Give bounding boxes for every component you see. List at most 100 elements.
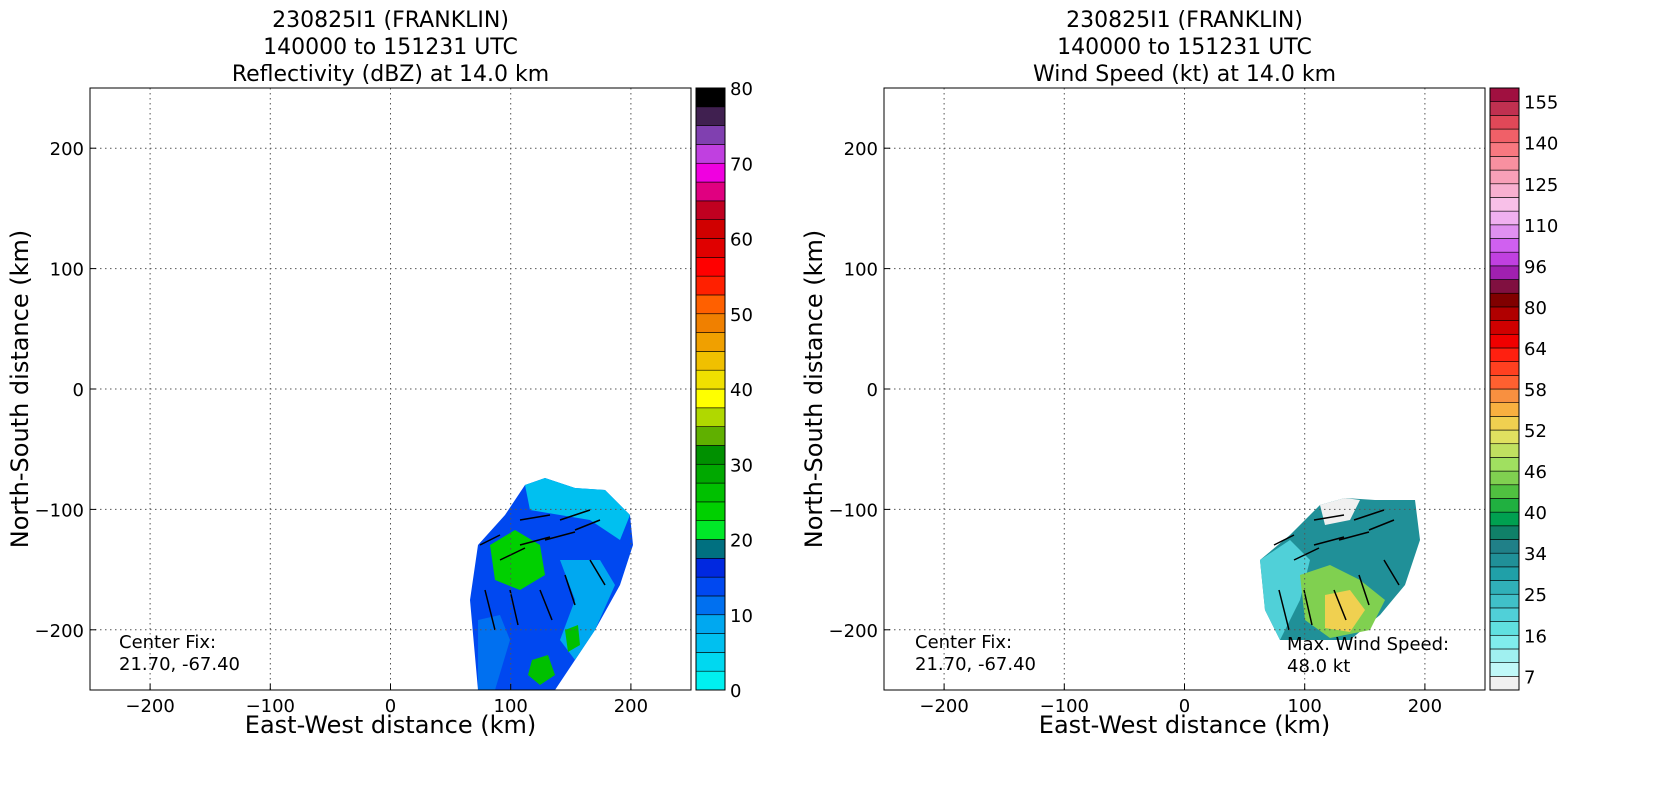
colorbar-bin — [695, 144, 726, 164]
colorbar-tick-label: 50 — [730, 305, 753, 326]
colorbar-bin — [695, 595, 726, 616]
colorbar-bin — [1489, 388, 1520, 403]
colorbar-tick-label: 64 — [1524, 339, 1547, 360]
colorbar-frame — [695, 87, 726, 691]
x-tick-label: −200 — [919, 696, 968, 717]
colorbar-bin — [1489, 142, 1520, 157]
y-tick-label: −200 — [829, 621, 878, 642]
annotation: 48.0 kt — [1287, 656, 1350, 677]
chart-title: 140000 to 151231 UTC — [263, 35, 518, 60]
colorbar-bin — [1489, 402, 1520, 417]
x-tick-label: 100 — [494, 696, 528, 717]
colorbar-bin — [695, 388, 726, 409]
colorbar-bin — [1489, 511, 1520, 527]
chart-title: 230825I1 (FRANKLIN) — [272, 8, 509, 33]
colorbar-tick-label: 52 — [1524, 421, 1547, 442]
colorbar-bin — [1489, 593, 1520, 609]
colorbar-bin — [695, 238, 726, 258]
colorbar-bin — [1489, 580, 1520, 595]
colorbar-bin — [695, 501, 726, 521]
colorbar-bin — [1489, 621, 1520, 636]
x-tick-label: 0 — [1179, 696, 1190, 717]
colorbar-bin — [1489, 197, 1520, 212]
colorbar-bin — [1489, 210, 1520, 226]
colorbar-bin — [1489, 265, 1520, 280]
colorbar-bin — [695, 332, 726, 352]
colorbar-bin — [1489, 306, 1520, 321]
colorbar-bin — [695, 87, 726, 108]
plot-frame — [89, 87, 692, 691]
colorbar-bin — [1489, 101, 1520, 116]
colorbar-bin — [1489, 470, 1520, 486]
colorbar-bin — [695, 275, 726, 296]
colorbar-bin — [1489, 292, 1520, 308]
colorbar-bin — [1489, 539, 1520, 554]
colorbar-bin — [695, 670, 726, 691]
colorbar-bin — [1489, 662, 1520, 677]
annotation: Max. Wind Speed: — [1287, 634, 1449, 655]
annotation: Center Fix: — [119, 632, 216, 653]
colorbar-bin — [1489, 183, 1520, 198]
colorbar-tick-label: 96 — [1524, 257, 1547, 278]
colorbar-bin — [1489, 566, 1520, 581]
radar-field-right — [1260, 498, 1420, 640]
chart-title: Reflectivity (dBZ) at 14.0 km — [232, 62, 549, 87]
annotation: Center Fix: — [915, 632, 1012, 653]
colorbar-tick-label: 0 — [730, 681, 741, 702]
colorbar-bin — [1489, 443, 1520, 458]
colorbar-tick-label: 16 — [1524, 626, 1547, 647]
colorbar-bin — [695, 125, 726, 145]
colorbar-tick-label: 34 — [1524, 544, 1547, 565]
x-tick-label: −200 — [125, 696, 174, 717]
colorbar-tick-label: 30 — [730, 455, 753, 476]
colorbar-tick-label: 7 — [1524, 667, 1535, 688]
colorbar-tick-label: 80 — [730, 79, 753, 100]
colorbar-bin — [695, 200, 726, 220]
colorbar-bin — [1489, 87, 1520, 102]
colorbar-bin — [695, 426, 726, 446]
chart-title: 230825I1 (FRANKLIN) — [1066, 8, 1303, 33]
colorbar-bin — [695, 482, 726, 503]
y-tick-label: 100 — [844, 260, 878, 281]
x-tick-label: 200 — [614, 696, 648, 717]
x-tick-label: 0 — [385, 696, 396, 717]
annotation: 21.70, -67.40 — [119, 654, 240, 675]
colorbar-bin — [1489, 169, 1520, 185]
colorbar-tick-label: 40 — [730, 380, 753, 401]
colorbar-bin — [1489, 648, 1520, 663]
colorbar-bin — [1489, 251, 1520, 267]
plot-frame — [883, 87, 1486, 691]
colorbar-bin — [695, 520, 726, 540]
colorbar-bin — [695, 539, 726, 559]
x-tick-label: 200 — [1408, 696, 1442, 717]
colorbar-bin — [1489, 115, 1520, 130]
y-tick-label: 0 — [867, 380, 878, 401]
colorbar-bin — [1489, 457, 1520, 472]
colorbar-bin — [1489, 607, 1520, 622]
colorbar-bin — [1489, 320, 1520, 335]
colorbar-bin — [695, 633, 726, 653]
colorbar-bin — [695, 351, 726, 371]
colorbar-bin — [1489, 484, 1520, 499]
colorbar-bin — [1489, 333, 1520, 349]
x-tick-label: 100 — [1288, 696, 1322, 717]
colorbar-frame — [1489, 87, 1520, 691]
colorbar-bin — [1489, 128, 1520, 144]
x-axis-label: East-West distance (km) — [1039, 711, 1330, 739]
colorbar-bin — [1489, 552, 1520, 568]
colorbar-bin — [1489, 156, 1520, 171]
chart-title: Wind Speed (kt) at 14.0 km — [1033, 62, 1336, 87]
colorbar-bin — [695, 445, 726, 465]
radar-field-left — [470, 478, 633, 690]
colorbar-bin — [1489, 224, 1520, 239]
colorbar-bin — [695, 407, 726, 427]
chart-title: 140000 to 151231 UTC — [1057, 35, 1312, 60]
colorbar-bin — [1489, 279, 1520, 294]
colorbar-bin — [1489, 525, 1520, 540]
colorbar-tick-label: 20 — [730, 531, 753, 552]
colorbar-tick-label: 46 — [1524, 462, 1547, 483]
colorbar-bin — [695, 558, 726, 578]
colorbar-bin — [695, 294, 726, 315]
colorbar-bin — [1489, 361, 1520, 376]
